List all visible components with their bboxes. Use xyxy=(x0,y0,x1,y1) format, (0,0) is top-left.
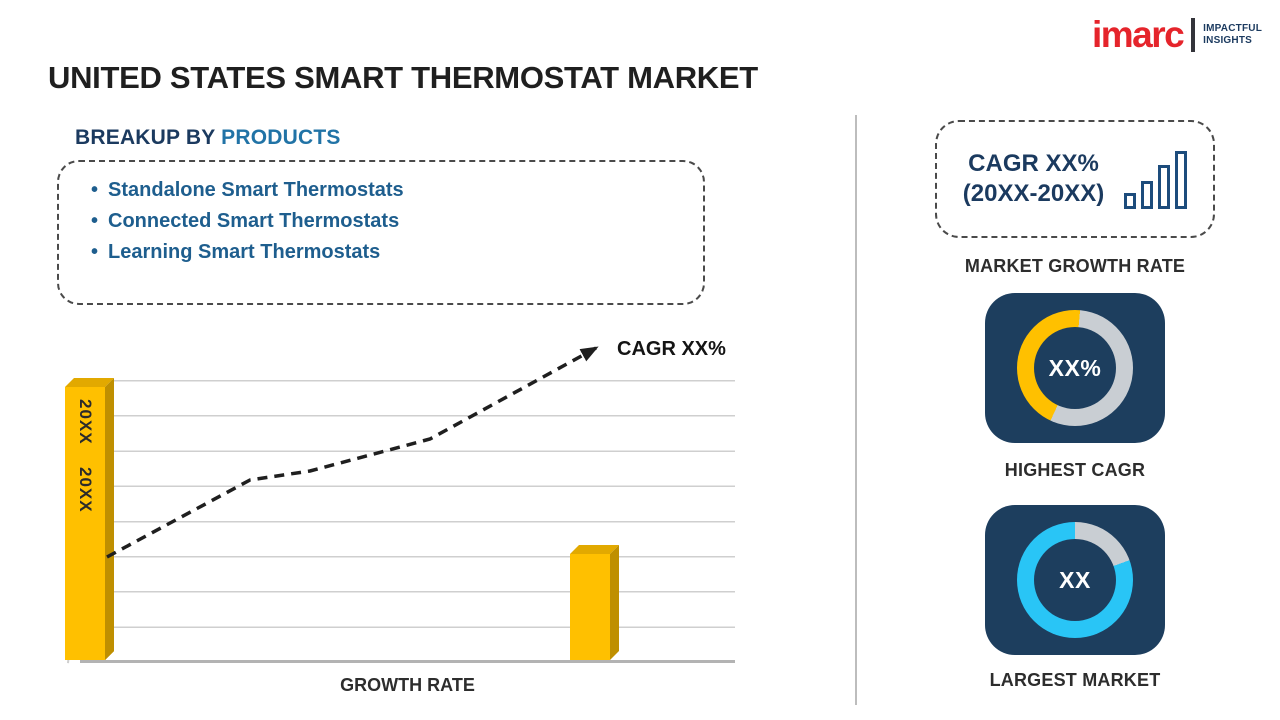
imarc-brand-text: imarc xyxy=(1091,14,1185,55)
list-item: • Learning Smart Thermostats xyxy=(91,237,693,268)
logo-tagline: IMPACTFUL INSIGHTS xyxy=(1203,23,1262,47)
largest-market-value: XX xyxy=(1059,566,1091,593)
list-item-label: Learning Smart Thermostats xyxy=(108,241,381,263)
cagr-card-text: CAGR XX% (20XX-20XX) xyxy=(963,149,1104,209)
largest-market-card: XX xyxy=(985,505,1165,655)
x-axis-label: GROWTH RATE xyxy=(340,675,475,695)
highest-cagr-label: HIGHEST CAGR xyxy=(1004,460,1146,480)
list-item-label: Connected Smart Thermostats xyxy=(108,210,400,232)
logo-tagline-line2: INSIGHTS xyxy=(1203,34,1252,46)
chart-gridlines xyxy=(80,380,735,663)
list-item-label: Standalone Smart Thermostats xyxy=(108,179,404,201)
bar xyxy=(570,554,643,662)
market-growth-rate-label: MARKET GROWTH RATE xyxy=(964,256,1186,276)
highest-cagr-card: XX% xyxy=(985,293,1165,443)
trend-arrow-icon xyxy=(106,346,599,559)
growth-bar-chart: 20XX 20XX CAGR XX% GROWTH RATE xyxy=(65,335,735,695)
imarc-logo: imarc IMPACTFUL INSIGHTS xyxy=(1092,16,1262,53)
bar: 20XX xyxy=(65,387,138,662)
list-item: • Connected Smart Thermostats xyxy=(91,206,693,237)
logo-tagline-line1: IMPACTFUL xyxy=(1203,22,1262,34)
breakup-heading: BREAKUP BY PRODUCTS xyxy=(75,126,341,150)
bullet-icon: • xyxy=(91,179,99,201)
trend-cagr-label: CAGR XX% xyxy=(617,338,726,360)
highest-cagr-value: XX% xyxy=(1048,354,1102,381)
bar-label: 20XX xyxy=(76,399,95,445)
growth-bars-icon xyxy=(1124,149,1188,209)
cagr-card: CAGR XX% (20XX-20XX) xyxy=(935,120,1215,238)
breakup-heading-highlight: PRODUCTS xyxy=(221,126,341,149)
logo-divider xyxy=(1191,17,1196,52)
bullet-icon: • xyxy=(91,241,99,263)
page-title: UNITED STATES SMART THERMOSTAT MARKET xyxy=(48,60,758,95)
products-list: • Standalone Smart Thermostats • Connected… xyxy=(91,175,693,268)
bullet-icon: • xyxy=(91,210,99,232)
largest-market-label: LARGEST MARKET xyxy=(989,670,1161,690)
list-item: • Standalone Smart Thermostats xyxy=(91,175,693,206)
bar-label: 20XX xyxy=(76,467,95,513)
breakup-heading-prefix: BREAKUP BY xyxy=(75,126,222,149)
cagr-card-line2: (20XX-20XX) xyxy=(962,180,1105,207)
cagr-card-line1: CAGR XX% xyxy=(968,150,1099,177)
donut-chart-gold: XX% xyxy=(1017,310,1133,426)
section-divider xyxy=(855,115,857,705)
chart-baseline xyxy=(80,660,735,663)
donut-chart-cyan: XX xyxy=(1017,522,1133,638)
products-list-box: • Standalone Smart Thermostats • Connected… xyxy=(57,160,705,305)
